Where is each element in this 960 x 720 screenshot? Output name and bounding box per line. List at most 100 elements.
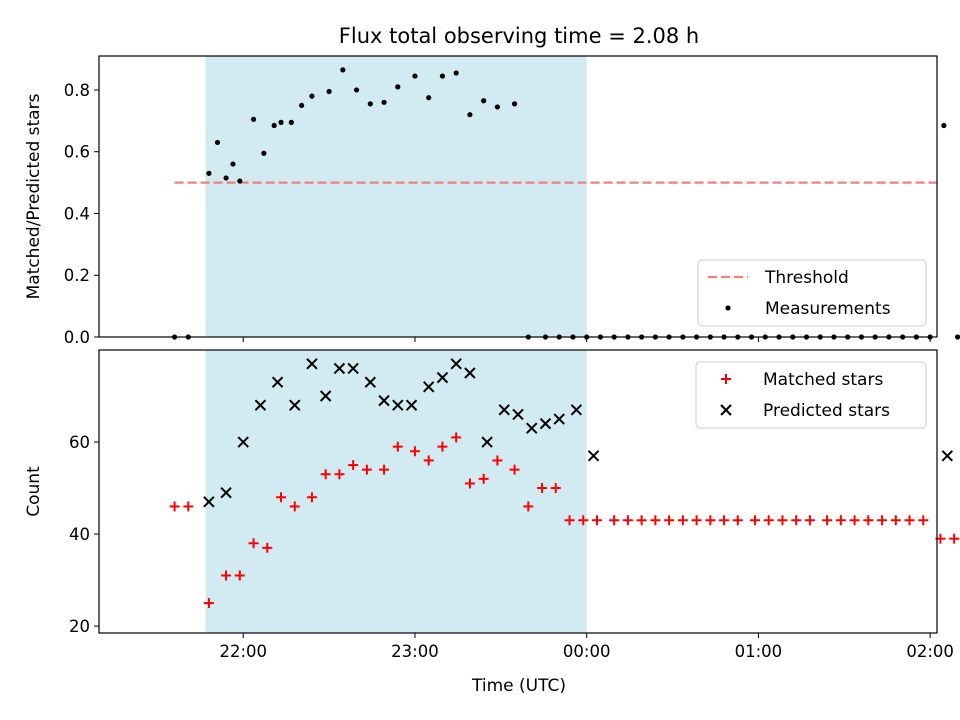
measurements-point — [426, 95, 432, 101]
y-tick-label: 0.6 — [64, 143, 90, 162]
predicted-stars-point — [378, 394, 390, 407]
x-axis-label: Time (UTC) — [471, 676, 566, 696]
matched-stars-point — [492, 455, 503, 466]
observing-window-shade — [205, 350, 587, 633]
measurements-point — [237, 178, 243, 184]
legend-label-threshold: Threshold — [764, 268, 849, 288]
matched-stars-point — [677, 515, 688, 526]
predicted-stars-point — [436, 371, 449, 384]
legend: Threshold Measurements — [697, 259, 927, 327]
legend-label-matched-stars: Matched stars — [763, 370, 883, 390]
predicted-stars-point-b — [405, 399, 418, 411]
measurements-point — [467, 112, 473, 118]
legend-swatch-matched-stars — [721, 374, 731, 384]
matched-stars-point — [451, 432, 462, 443]
measurements-point — [250, 116, 257, 122]
matched-stars-point — [822, 515, 833, 526]
y-tick-label: 0.0 — [64, 328, 90, 347]
measurements-point — [395, 84, 401, 90]
matched-stars-point — [849, 515, 860, 526]
predicted-stars-point-b — [553, 413, 565, 425]
predicted-stars-point — [220, 486, 232, 499]
matched-stars-point — [609, 515, 620, 526]
predicted-stars-point — [405, 399, 418, 411]
predicted-stars-point — [450, 358, 462, 370]
predicted-stars-point-b — [203, 496, 215, 508]
matched-stars-point — [835, 515, 846, 526]
predicted-stars-point — [526, 422, 538, 434]
legend-label-predicted-stars: Predicted stars — [763, 401, 890, 421]
measurements-point — [278, 119, 284, 125]
y-tick-label: 20 — [69, 617, 90, 636]
measurements-point — [453, 70, 459, 76]
predicted-stars-point-b — [422, 381, 435, 393]
x-tick-label: 00:00 — [563, 642, 611, 661]
predicted-stars-point-b — [306, 358, 318, 370]
predicted-stars-point — [481, 436, 493, 448]
measurements-point — [326, 88, 332, 95]
matched-stars-point — [636, 515, 647, 526]
y-axis-label: Matched/Predicted stars — [24, 93, 44, 299]
predicted-stars-point — [422, 381, 435, 393]
legend-swatch-measurements — [725, 305, 731, 311]
predicted-stars-point-b — [254, 399, 267, 411]
legend-swatch-predicted-stars — [720, 404, 732, 416]
matched-stars-point — [248, 538, 259, 549]
offplot-markers — [169, 358, 960, 609]
predicted-stars-point-b — [319, 390, 332, 402]
predicted-stars-point — [347, 362, 359, 375]
y-tick-label: 0.4 — [64, 204, 90, 223]
matched-stars-point — [306, 492, 317, 503]
predicted-stars-point — [364, 376, 377, 388]
predicted-stars-point-b — [464, 367, 476, 379]
matched-stars-point — [777, 515, 788, 526]
y-axis-label: Count — [24, 466, 44, 517]
matched-stars-point — [262, 542, 273, 553]
measurements-point — [309, 93, 315, 99]
matched-stars-point — [650, 515, 661, 526]
matched-stars-point — [622, 515, 633, 526]
matched-stars-point — [437, 441, 448, 452]
measurements-point — [206, 170, 212, 176]
legend-box — [695, 361, 927, 429]
matched-stars-point — [423, 455, 434, 466]
measurements-point — [261, 150, 267, 156]
plot-frame — [98, 55, 938, 338]
matched-stars-point — [591, 515, 602, 526]
predicted-stars-point — [587, 450, 600, 462]
predicted-stars-point-b — [271, 376, 284, 388]
predicted-stars-point-b — [498, 404, 510, 416]
matched-stars-point — [221, 570, 232, 581]
measurements-point — [494, 104, 500, 110]
measurements-point — [288, 119, 294, 125]
matched-stars-point — [183, 501, 194, 512]
ratio-panel: 0.0 0.2 0.4 0.6 0.8 Matched/Predicted stars Th… — [24, 55, 960, 347]
matched-stars-point — [763, 515, 774, 526]
predicted-stars-point-b — [941, 450, 954, 462]
predicted-stars-point — [941, 450, 954, 462]
measurements-point — [214, 139, 221, 146]
predicted-stars-point — [392, 399, 404, 411]
matched-stars-point — [464, 478, 475, 489]
x-tick-label: 22:00 — [219, 642, 267, 661]
predicted-stars-point-b — [378, 394, 390, 407]
measurements-point — [941, 122, 947, 129]
observing-window-shade — [205, 56, 587, 337]
legend-label-measurements: Measurements — [765, 299, 891, 319]
y-tick-label: 0.2 — [64, 266, 90, 285]
measurements-point — [223, 175, 229, 181]
predicted-stars-point-b — [570, 404, 583, 416]
matched-stars-point — [578, 515, 589, 526]
predicted-stars-point — [203, 496, 215, 508]
measurements-point — [271, 122, 277, 129]
predicted-stars-point-b — [237, 436, 249, 448]
matched-stars-point — [691, 515, 702, 526]
matched-stars-point — [791, 515, 802, 526]
matched-stars-point — [863, 515, 874, 526]
x-tick-label: 02:00 — [906, 642, 954, 661]
predicted-stars-point — [512, 408, 524, 421]
predicted-stars-point-b — [347, 362, 359, 375]
measurements-point — [412, 73, 418, 79]
matched-stars-point — [705, 515, 716, 526]
